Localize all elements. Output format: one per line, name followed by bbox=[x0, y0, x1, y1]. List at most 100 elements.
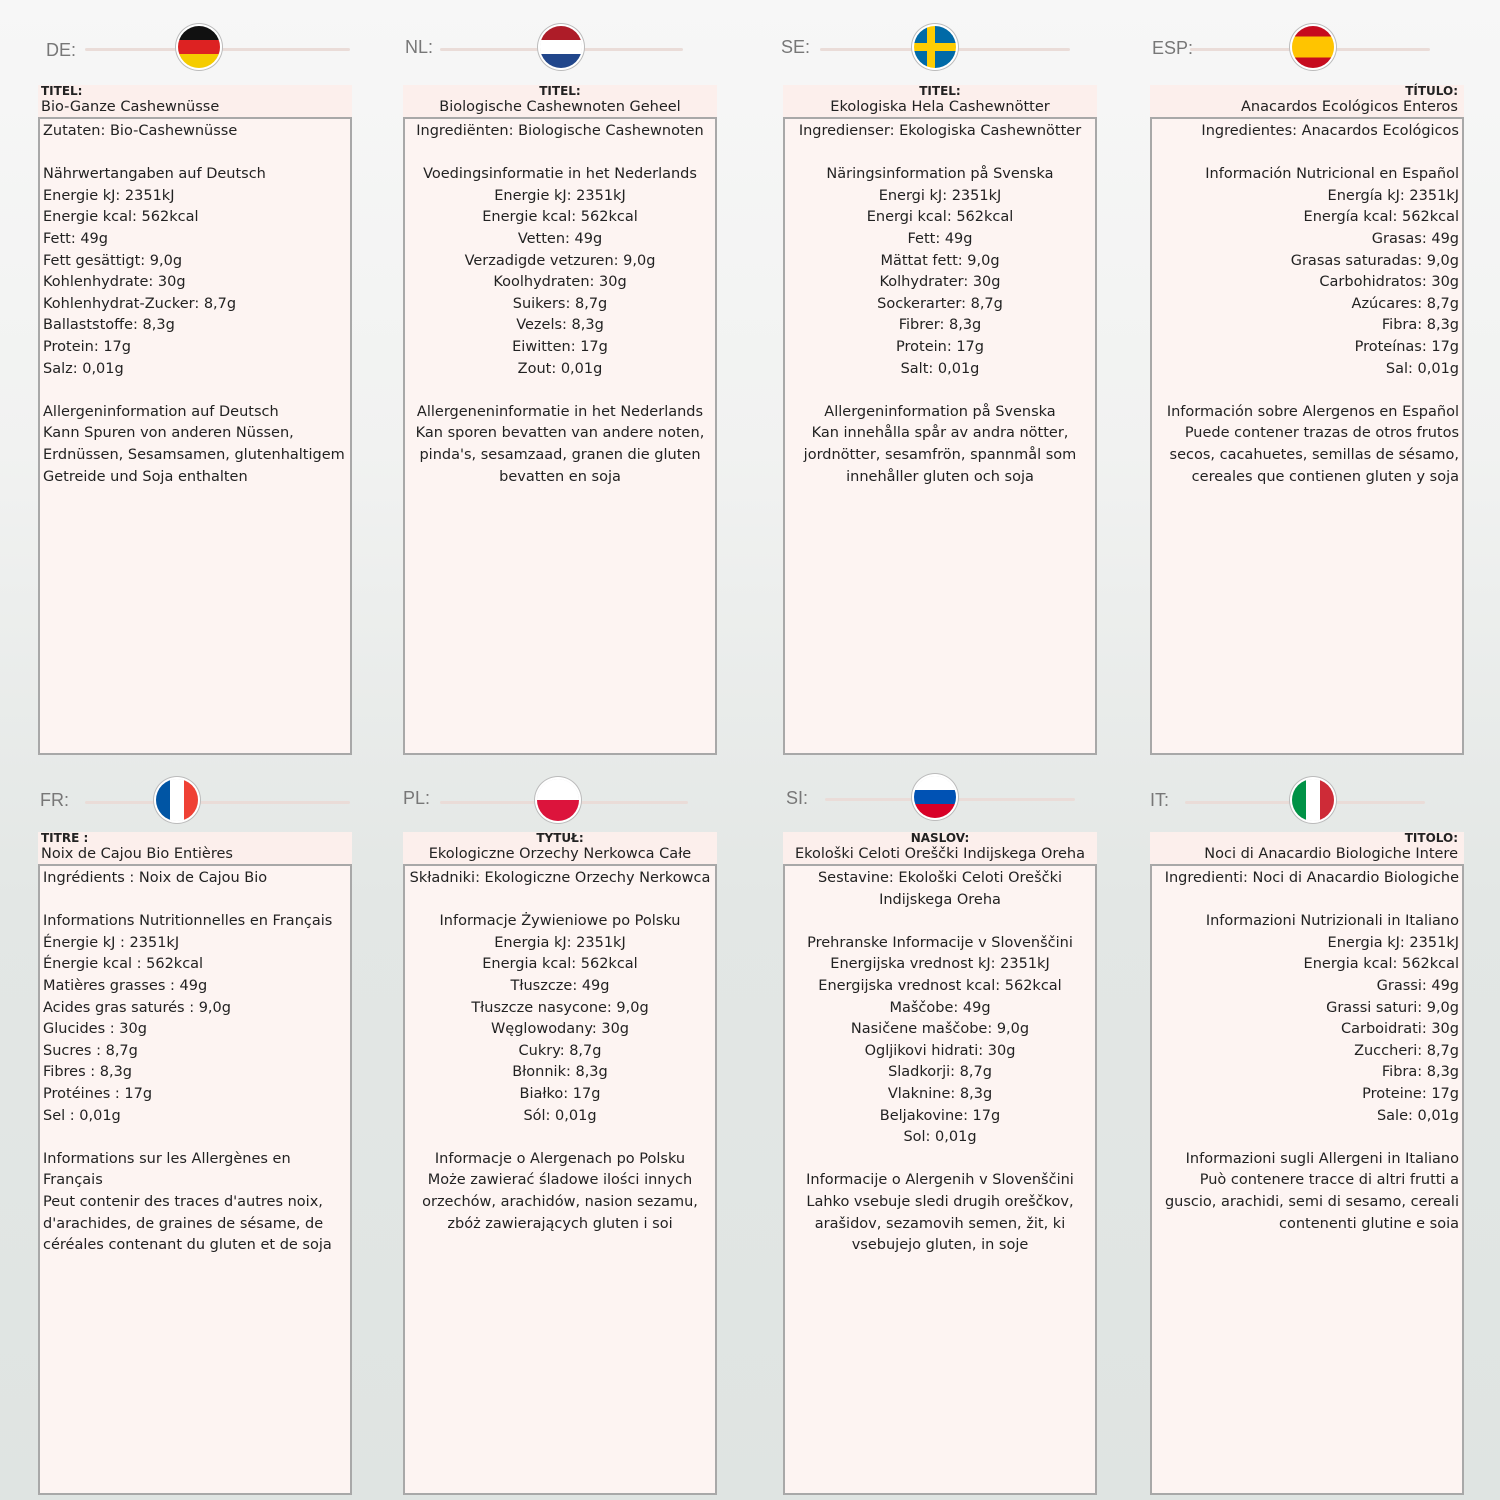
info-line: Ballaststoffe: 8,3g bbox=[43, 317, 175, 334]
info-line: Salt: 0,01g bbox=[900, 360, 980, 377]
product-title: Ekološki Celoti Oreščki Indijskega Oreha bbox=[794, 846, 1086, 862]
title-header: TITOLO: Noci di Anacardio Biologiche Inte… bbox=[1150, 832, 1464, 866]
blank-line bbox=[408, 143, 712, 165]
info-line: Kan sporen bevatten van andere noten, bbox=[415, 425, 705, 442]
language-code: SI: bbox=[786, 788, 809, 808]
info-line: cereales que contienen gluten y soja bbox=[1191, 468, 1459, 485]
title-label: TITEL: bbox=[539, 84, 581, 98]
info-body: Zutaten: Bio-Cashewnüsse Nährwertangaben … bbox=[38, 119, 352, 755]
label-panel-italy: TITOLO: Noci di Anacardio Biologiche Inte… bbox=[1150, 832, 1464, 1495]
info-line: Energia kcal: 562kcal bbox=[482, 956, 638, 973]
info-line: Tłuszcze nasycone: 9,0g bbox=[471, 999, 649, 1016]
info-line: Proteínas: 17g bbox=[1354, 338, 1459, 355]
info-line: Informations sur les Allergènes en bbox=[43, 1150, 291, 1167]
product-title: Biologische Cashewnoten Geheel bbox=[439, 99, 681, 115]
language-code: NL: bbox=[405, 37, 434, 57]
info-line: Energía kJ: 2351kJ bbox=[1327, 187, 1459, 204]
info-line: Grasas saturadas: 9,0g bbox=[1290, 252, 1459, 269]
info-line: Allergeninformation auf Deutsch bbox=[43, 403, 279, 420]
info-line: Protein: 17g bbox=[43, 338, 131, 355]
info-line: Información sobre Alergenos en Español bbox=[1166, 403, 1459, 420]
product-title: Noci di Anacardio Biologiche Intere bbox=[1204, 846, 1458, 862]
info-line: Węglowodany: 30g bbox=[490, 1021, 630, 1038]
info-line: Voedingsinformatie in het Nederlands bbox=[423, 166, 697, 183]
info-line: orzechów, arachidów, nasion sezamu, bbox=[422, 1193, 698, 1210]
info-line: Ingrediënten: Biologische Cashewnoten bbox=[416, 123, 704, 139]
info-line: Koolhydraten: 30g bbox=[493, 274, 627, 291]
blank-line bbox=[1155, 380, 1459, 402]
info-line: Energie kJ: 2351kJ bbox=[494, 187, 626, 204]
info-line: Protein: 17g bbox=[896, 338, 984, 355]
info-line: Informazioni Nutrizionali in Italiano bbox=[1205, 913, 1459, 930]
title-label: TITOLO: bbox=[1404, 831, 1458, 845]
info-line: Carboidrati: 30g bbox=[1341, 1021, 1459, 1038]
info-line: Carbohidratos: 30g bbox=[1319, 274, 1459, 291]
info-line: Energia kJ: 2351kJ bbox=[1327, 934, 1459, 951]
title-header: TITEL: Biologische Cashewnoten Geheel bbox=[403, 85, 717, 119]
info-line: Energía kcal: 562kcal bbox=[1303, 209, 1459, 226]
info-line: Prehranske Informacije v Slovenščini bbox=[807, 934, 1073, 951]
title-label: TITRE : bbox=[41, 831, 89, 845]
italy-flag-icon bbox=[1292, 779, 1334, 821]
info-line: Energie kJ: 2351kJ bbox=[43, 187, 175, 204]
info-line: Kohlenhydrate: 30g bbox=[43, 274, 186, 291]
info-line: Informazioni sugli Allergeni in Italiano bbox=[1185, 1150, 1459, 1167]
language-code: ESP: bbox=[1152, 38, 1194, 58]
title-header: TITEL: Ekologiska Hela Cashewnötter bbox=[783, 85, 1097, 119]
info-line: Mättat fett: 9,0g bbox=[880, 252, 1000, 269]
language-code: FR: bbox=[40, 790, 69, 810]
blank-line bbox=[408, 1127, 712, 1149]
info-line: Salz: 0,01g bbox=[43, 360, 124, 377]
info-line: Sol: 0,01g bbox=[903, 1129, 977, 1146]
info-line: Ingredienti: Noci di Anacardio Biologich… bbox=[1164, 870, 1459, 886]
info-line: Zuccheri: 8,7g bbox=[1354, 1042, 1459, 1059]
info-line: Énergie kJ : 2351kJ bbox=[43, 934, 180, 951]
info-line: Może zawierać śladowe ilości innych bbox=[427, 1172, 693, 1189]
info-line: céréales contenant du gluten et de soja bbox=[43, 1237, 332, 1254]
info-line: Fibra: 8,3g bbox=[1381, 317, 1459, 334]
language-code: IT: bbox=[1150, 790, 1170, 810]
sweden-flag-icon bbox=[914, 26, 956, 68]
info-line: Allergeninformation på Svenska bbox=[824, 403, 1056, 420]
info-line: zbóż zawierających gluten i soi bbox=[447, 1215, 673, 1232]
label-panel-france: TITRE : Noix de Cajou Bio Entières Ingrédi… bbox=[38, 832, 352, 1495]
info-line: Sladkorji: 8,7g bbox=[888, 1064, 992, 1081]
info-line: Tłuszcze: 49g bbox=[510, 977, 610, 994]
info-line: Fett: 49g bbox=[43, 230, 108, 247]
info-line: Kann Spuren von anderen Nüssen, bbox=[43, 425, 294, 442]
poland-flag-icon bbox=[537, 779, 579, 821]
info-line: Informacje Żywieniowe po Polsku bbox=[439, 913, 681, 930]
info-line: Grasas: 49g bbox=[1371, 230, 1459, 247]
info-line: Erdnüssen, Sesamsamen, glutenhaltigem bbox=[43, 446, 345, 463]
info-line: Kolhydrater: 30g bbox=[879, 274, 1001, 291]
info-line: Matières grasses : 49g bbox=[43, 977, 208, 994]
title-label: TITEL: bbox=[919, 84, 961, 98]
info-body: Sestavine: Ekološki Celoti Oreščki Indijs… bbox=[783, 866, 1097, 1495]
info-line: Energijska vrednost kcal: 562kcal bbox=[818, 977, 1062, 994]
info-line: Ingredienser: Ekologiska Cashewnötter bbox=[798, 123, 1082, 139]
language-code: SE: bbox=[781, 37, 811, 57]
info-line: Français bbox=[43, 1172, 103, 1189]
label-panel-poland: TYTUŁ: Ekologiczne Orzechy Nerkowca Całe S… bbox=[403, 832, 717, 1495]
divider-line bbox=[85, 801, 350, 804]
info-line: Energia kJ: 2351kJ bbox=[494, 934, 626, 951]
info-line: Vetten: 49g bbox=[517, 230, 603, 247]
info-line: Białko: 17g bbox=[519, 1085, 601, 1102]
info-line: Ingrédients : Noix de Cajou Bio bbox=[43, 870, 268, 886]
info-line: Vezels: 8,3g bbox=[516, 317, 604, 334]
label-panel-netherlands: TITEL: Biologische Cashewnoten Geheel Ingr… bbox=[403, 85, 717, 755]
title-header: TÍTULO: Anacardos Ecológicos Enteros bbox=[1150, 85, 1464, 119]
info-body: Składniki: Ekologiczne Orzechy Nerkowca I… bbox=[403, 866, 717, 1495]
blank-line bbox=[788, 1149, 1092, 1171]
info-line: Sól: 0,01g bbox=[523, 1107, 597, 1124]
info-line: Sockerarter: 8,7g bbox=[877, 295, 1003, 312]
title-header: TITRE : Noix de Cajou Bio Entières bbox=[38, 832, 352, 866]
blank-line bbox=[408, 380, 712, 402]
info-line: guscio, arachidi, semi di sesamo, cereal… bbox=[1164, 1193, 1459, 1210]
info-line: Sestavine: Ekološki Celoti Oreščki bbox=[817, 870, 1063, 886]
info-line: Lahko vsebuje sledi drugih oreščkov, bbox=[806, 1193, 1074, 1210]
blank-line bbox=[43, 380, 347, 402]
info-line: Sucres : 8,7g bbox=[43, 1042, 138, 1059]
label-panel-germany: TITEL: Bio-Ganze Cashewnüsse Zutaten: Bio-… bbox=[38, 85, 352, 755]
info-line: Sal: 0,01g bbox=[1385, 360, 1459, 377]
